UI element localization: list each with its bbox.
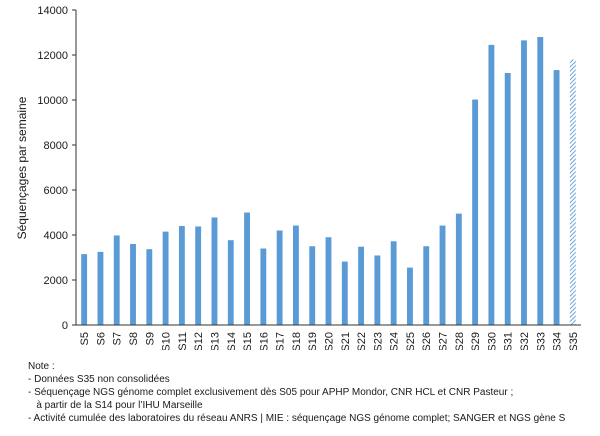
x-tick-label: S29 [470,332,482,350]
bar-s6 [97,251,104,325]
bar-s33 [537,37,544,325]
x-tick-label: S34 [552,332,564,350]
x-tick-label: S26 [421,332,433,350]
y-tick-label: 4000 [44,230,68,242]
bar-s11 [178,226,185,325]
x-tick-label: S31 [503,332,515,350]
x-tick-label: S21 [340,332,352,350]
bar-s8 [130,244,136,325]
x-tick-label: S30 [486,332,498,350]
x-axis-ticks: S5 S6 S7 S8 S9 S10 S11 S12 S13 S14 S15 S16 S17 S18 S19… [79,332,580,350]
y-tick-label: 14000 [37,5,68,17]
bar-s18 [292,225,299,325]
x-tick-label: S18 [291,332,303,350]
notes: Note : - Données S35 non consolidées - S… [28,360,593,425]
bar-s30 [488,44,495,325]
y-axis-label: Séquençages par semaine [15,96,29,239]
x-tick-label: S9 [144,332,156,345]
bar-s23 [374,255,381,325]
bars [81,37,576,325]
notes-heading: Note : [28,361,55,372]
bar-s34 [553,70,560,325]
bar-s25 [407,267,413,325]
bar-s5 [81,254,88,325]
bar-s7 [113,235,120,325]
x-tick-label: S12 [193,332,205,350]
bar-s10 [162,231,169,325]
bar-s9 [146,249,153,325]
y-tick-label: 2000 [44,275,68,287]
bar-s13 [211,217,218,325]
x-tick-label: S32 [519,332,531,350]
x-tick-label: S14 [226,332,238,350]
y-tick-label: 6000 [44,185,68,197]
bar-s19 [309,246,316,325]
x-tick-label: S6 [95,332,107,345]
x-tick-label: S16 [258,332,270,350]
x-tick-label: S27 [438,332,450,350]
x-tick-label: S13 [209,332,221,350]
y-tick-label: 8000 [44,140,68,152]
x-tick-label: S23 [372,332,384,350]
x-tick-label: S33 [535,332,547,350]
bar-s15 [244,212,250,325]
x-tick-label: S11 [177,332,189,350]
bar-s29 [472,99,479,325]
bar-s27 [439,225,446,325]
x-tick-label: S35 [568,332,580,350]
x-tick-label: S25 [405,332,417,350]
bar-s31 [504,73,511,325]
bar-s20 [325,237,332,325]
x-tick-label: S28 [454,332,466,350]
y-tick-label: 12000 [37,50,68,62]
bar-s16 [260,248,267,325]
bar-s32 [521,40,527,325]
bar-s26 [423,246,430,325]
x-tick-label: S17 [275,332,287,350]
bar-s22 [358,246,365,325]
bar-s24 [390,241,397,325]
y-tick-label: 0 [62,320,68,332]
bar-s28 [455,213,462,325]
x-tick-label: S7 [112,332,124,345]
x-tick-label: S15 [242,332,254,350]
bar-chart: Séquençages par semaine 0 2000 4000 6000 800… [15,5,581,350]
note-line: à partir de la S14 pour l’IHU Marseille [28,400,203,411]
x-tick-label: S19 [307,332,319,350]
y-tick-label: 10000 [37,95,68,107]
x-tick-label: S22 [356,332,368,350]
y-axis-ticks: 0 2000 4000 6000 8000 10000 12000 14000 [37,5,76,332]
bar-s21 [341,261,348,325]
note-line: - Activité cumulée des laboratoires du r… [28,413,566,424]
x-tick-label: S10 [161,332,173,350]
bar-s17 [276,230,283,325]
x-tick-label: S5 [79,332,91,345]
bar-s14 [227,240,234,325]
x-tick-label: S24 [389,332,401,350]
note-line: - Données S35 non consolidées [28,374,170,385]
bar-s35 [569,59,576,325]
note-line: - Séquençage NGS génome complet exclusiv… [28,387,514,398]
x-tick-label: S8 [128,332,140,345]
x-tick-label: S20 [324,332,336,350]
bar-s12 [195,226,202,325]
